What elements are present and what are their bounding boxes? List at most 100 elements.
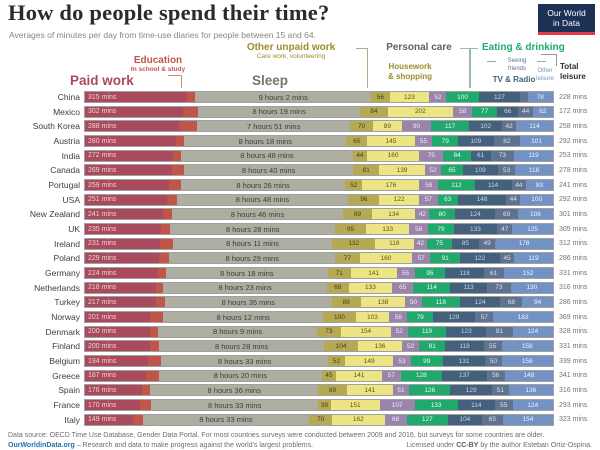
segment-unpaid: 88: [331, 297, 361, 308]
segment-unpaid: 89: [343, 209, 372, 220]
segment-eating: 79: [407, 312, 434, 323]
segment-personal: 68: [384, 414, 407, 425]
segment-paid: 149 mins: [85, 414, 134, 425]
segment-sleep: 8 hours 33 mins: [151, 400, 319, 411]
segment-paid: 200 mins: [85, 326, 150, 337]
total-leisure-value: 331 mins: [559, 342, 588, 350]
segment-other_leisure: 119: [514, 253, 553, 264]
segment-eating: 118: [421, 297, 460, 308]
segment-housework: 139: [379, 165, 425, 176]
total-leisure-value: 369 mins: [559, 313, 588, 321]
segment-housework: 151: [330, 400, 380, 411]
segment-education: [176, 136, 185, 147]
total-leisure-value: 241 mins: [559, 181, 588, 189]
other-leisure-line2: leisure: [536, 75, 554, 82]
segment-other_leisure: 108: [517, 209, 553, 220]
segment-eating: 128: [400, 370, 443, 381]
segment-education: [133, 414, 143, 425]
segment-housework: 145: [367, 136, 415, 147]
stacked-bar: 200 mins 8 hours 9 mins 73 154 52 119 123 81 124: [84, 325, 554, 338]
logo-line2: in Data: [553, 18, 580, 28]
segment-personal: 42: [413, 238, 428, 249]
country-row: India 272 mins 8 hours 48 mins 44 160 75 84 61 7…: [0, 149, 600, 162]
column-label-paid-work: Paid work: [70, 73, 134, 88]
segment-sleep: 8 hours 35 mins: [164, 297, 332, 308]
segment-housework: 123: [389, 92, 430, 102]
housework-label-line2: & shopping: [388, 72, 432, 81]
country-label: New Zealand: [29, 209, 80, 220]
connector-line-personal-care: [460, 48, 470, 88]
column-label-other-unpaid-work: Other unpaid work Care work, volunteerin…: [226, 42, 356, 60]
segment-personal: 90: [401, 121, 432, 132]
segment-unpaid: 65: [346, 136, 368, 147]
segment-sleep: 8 hours 29 mins: [169, 253, 335, 264]
country-row: Portugal 259 mins 8 hours 26 mins 52 176 58 11…: [0, 179, 600, 192]
total-leisure-value: 301 mins: [559, 210, 588, 218]
stacked-bar: 231 mins 8 hours 11 mins 132 118 42 75 85 49 178: [84, 237, 554, 250]
total-leisure-value: 323 mins: [559, 416, 588, 424]
segment-unpaid: 104: [324, 341, 358, 352]
segment-sleep: 9 hours 2 mins: [195, 92, 372, 102]
stacked-bar: 217 mins 8 hours 35 mins 88 138 50 118 124 68 94: [84, 296, 554, 309]
segment-sleep: 8 hours 18 mins: [165, 268, 328, 279]
total-leisure-value: 286 mins: [559, 298, 588, 306]
total-leisure-value: 305 mins: [559, 225, 588, 233]
segment-education: [169, 180, 181, 191]
segment-unpaid: 44: [352, 150, 368, 161]
stacked-bar: 201 mins 8 hours 12 mins 100 103 56 79 129 57 18…: [84, 311, 554, 324]
segment-sleep: 8 hours 28 mins: [170, 224, 336, 235]
segment-other_leisure: 78: [527, 92, 553, 102]
segment-tv: 85: [451, 238, 480, 249]
country-label: USA: [62, 194, 80, 205]
segment-unpaid: 95: [335, 224, 367, 235]
segment-education: [160, 238, 173, 249]
other-unpaid-label: Other unpaid work: [246, 42, 336, 53]
segment-education: [187, 92, 196, 102]
segment-unpaid: 84: [360, 106, 388, 117]
housework-label-line1: Housework: [388, 62, 432, 71]
segment-eating: 126: [409, 385, 451, 396]
total-leisure-value: 293 mins: [559, 401, 588, 409]
stacked-bar: 272 mins 8 hours 48 mins 44 160 75 84 61 73 119: [84, 149, 554, 162]
segment-other_leisure: 154: [502, 414, 553, 425]
segment-paid: 269 mins: [85, 165, 173, 176]
segment-eating: 99: [410, 356, 443, 367]
column-label-other-leisure: Other leisure: [528, 68, 562, 83]
segment-other_leisure: 94: [522, 297, 553, 308]
total-leisure-line2: leisure: [560, 72, 586, 81]
segment-housework: 154: [340, 326, 391, 337]
segment-paid: 272 mins: [85, 150, 174, 161]
segment-eating: 95: [414, 268, 446, 279]
other-unpaid-sublabel: Care work, volunteering: [256, 53, 326, 60]
segment-tv: 123: [446, 326, 487, 337]
segment-friends: 73: [486, 282, 511, 293]
total-leisure-value: 316 mins: [559, 386, 588, 394]
segment-personal: 50: [405, 297, 422, 308]
logo-line1: Our World: [547, 7, 586, 18]
total-leisure-line1: Total: [560, 62, 579, 71]
segment-eating: 81: [419, 341, 446, 352]
column-label-eating-drinking: Eating & drinking: [482, 42, 565, 53]
segment-education: [161, 224, 171, 235]
segment-eating: 79: [432, 136, 459, 147]
segment-unpaid: 70: [350, 121, 373, 132]
country-label: Finland: [52, 341, 80, 352]
segment-education: [149, 341, 160, 352]
segment-paid: 218 mins: [85, 282, 156, 293]
column-label-tv-radio: TV & Radio: [492, 75, 536, 84]
segment-housework: 122: [379, 194, 420, 205]
segment-friends: 50: [485, 356, 502, 367]
segment-eating: 84: [443, 150, 471, 161]
segment-friends: 81: [486, 326, 513, 337]
segment-tv: 127: [478, 92, 521, 102]
segment-friends: 82: [493, 136, 521, 147]
country-label: Ireland: [54, 238, 80, 249]
segment-housework: 160: [359, 253, 412, 264]
segment-sleep: 8 hours 28 mins: [159, 341, 325, 352]
segment-housework: 134: [371, 209, 416, 220]
country-label: Spain: [58, 385, 80, 396]
owid-link[interactable]: OurWorldinData.org: [8, 442, 75, 450]
segment-unpaid: 70: [309, 414, 332, 425]
segment-other_leisure: 158: [501, 356, 553, 367]
segment-housework: 138: [360, 297, 406, 308]
